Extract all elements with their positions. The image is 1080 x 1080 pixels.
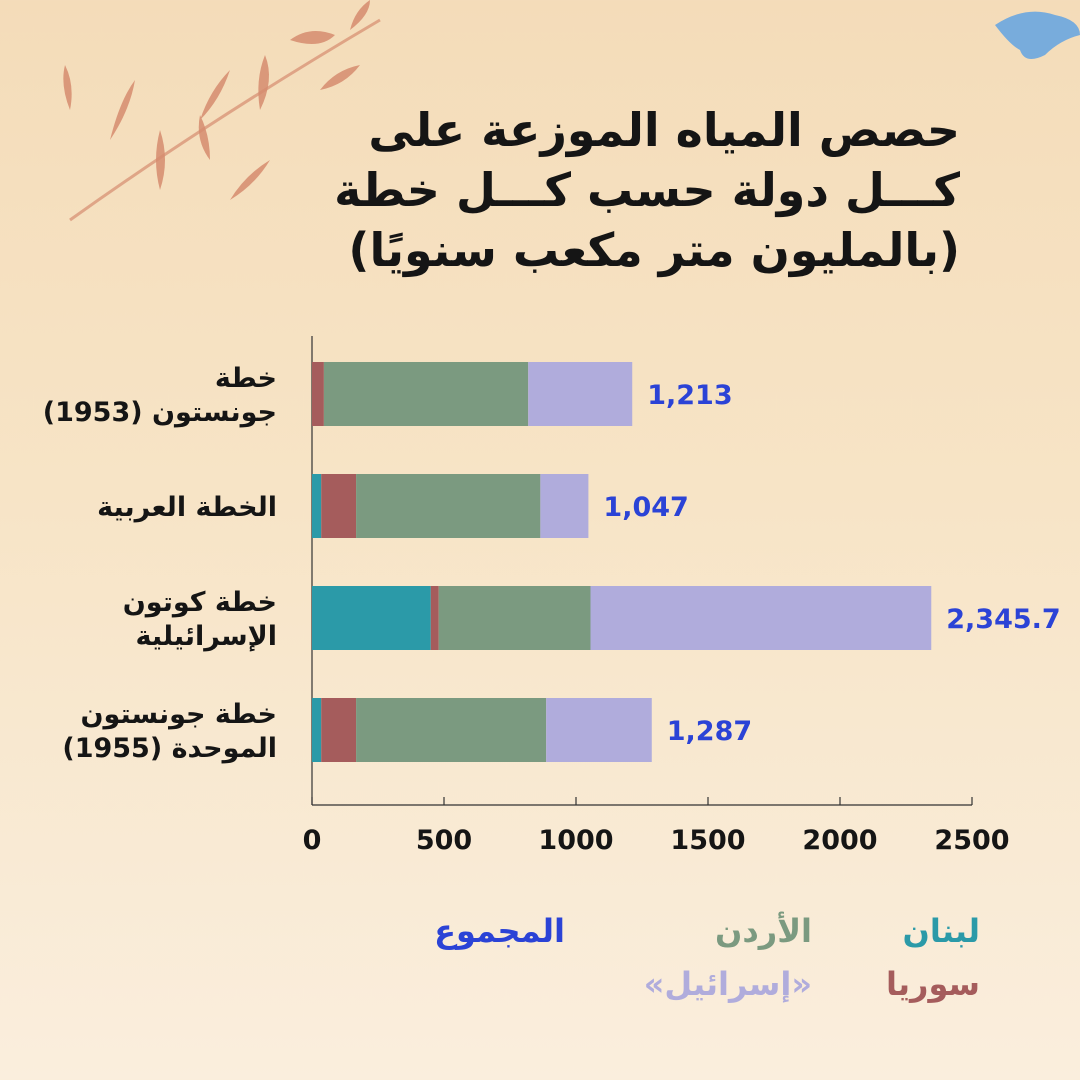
bar-segment-syria [321, 698, 357, 762]
bar-segment-israel [540, 474, 589, 538]
bar-segment-syria [321, 474, 357, 538]
bar-segment-syria [312, 362, 324, 426]
legend-jordan: الأردن [715, 912, 812, 950]
leaf-decoration [63, 0, 381, 222]
bar-segment-jordan [356, 474, 541, 538]
bar-segment-israel [528, 362, 633, 426]
chart-title: حصص المياه الموزعة على كـــل دولة حسب كـ… [240, 100, 960, 280]
category-label: الموحدة (1955) [62, 733, 277, 764]
category-label: الإسرائيلية [135, 621, 277, 652]
title-line-2: كـــل دولة حسب كـــل خطة [334, 163, 960, 217]
x-tick-label: 1000 [538, 825, 613, 856]
x-tick-label: 2500 [934, 825, 1009, 856]
category-label: خطة كوتون [123, 587, 277, 618]
x-tick-label: 1500 [670, 825, 745, 856]
bar-segment-jordan [438, 586, 591, 650]
bar-segment-lebanon [312, 474, 322, 538]
bar-segment-syria [430, 586, 439, 650]
total-label: 1,213 [647, 380, 732, 411]
category-label: الخطة العربية [97, 492, 277, 523]
x-tick-label: 2000 [802, 825, 877, 856]
bar-segment-israel [546, 698, 652, 762]
total-label: 2,345.7 [946, 604, 1060, 635]
bar-segment-jordan [323, 362, 529, 426]
legend-total: المجموع [434, 912, 565, 950]
bar-segment-lebanon [312, 586, 431, 650]
category-label: خطة [215, 363, 277, 394]
total-label: 1,047 [603, 492, 688, 523]
legend-syria: سوريا [886, 965, 980, 1003]
title-line-1: حصص المياه الموزعة على [368, 103, 960, 157]
legend-israel: «إسرائيل» [643, 965, 812, 1003]
total-label: 1,287 [667, 716, 752, 747]
bar-segment-lebanon [312, 698, 322, 762]
bar-segment-israel [590, 586, 932, 650]
legend-lebanon: لبنان [902, 912, 980, 950]
water-decoration [995, 11, 1080, 60]
x-tick-label: 0 [303, 825, 322, 856]
title-line-3: (بالمليون متر مكعب سنويًا) [348, 223, 960, 277]
bar-segment-jordan [356, 698, 547, 762]
x-tick-label: 500 [416, 825, 472, 856]
category-label: جونستون (1953) [43, 397, 277, 428]
category-label: خطة جونستون [80, 699, 277, 730]
